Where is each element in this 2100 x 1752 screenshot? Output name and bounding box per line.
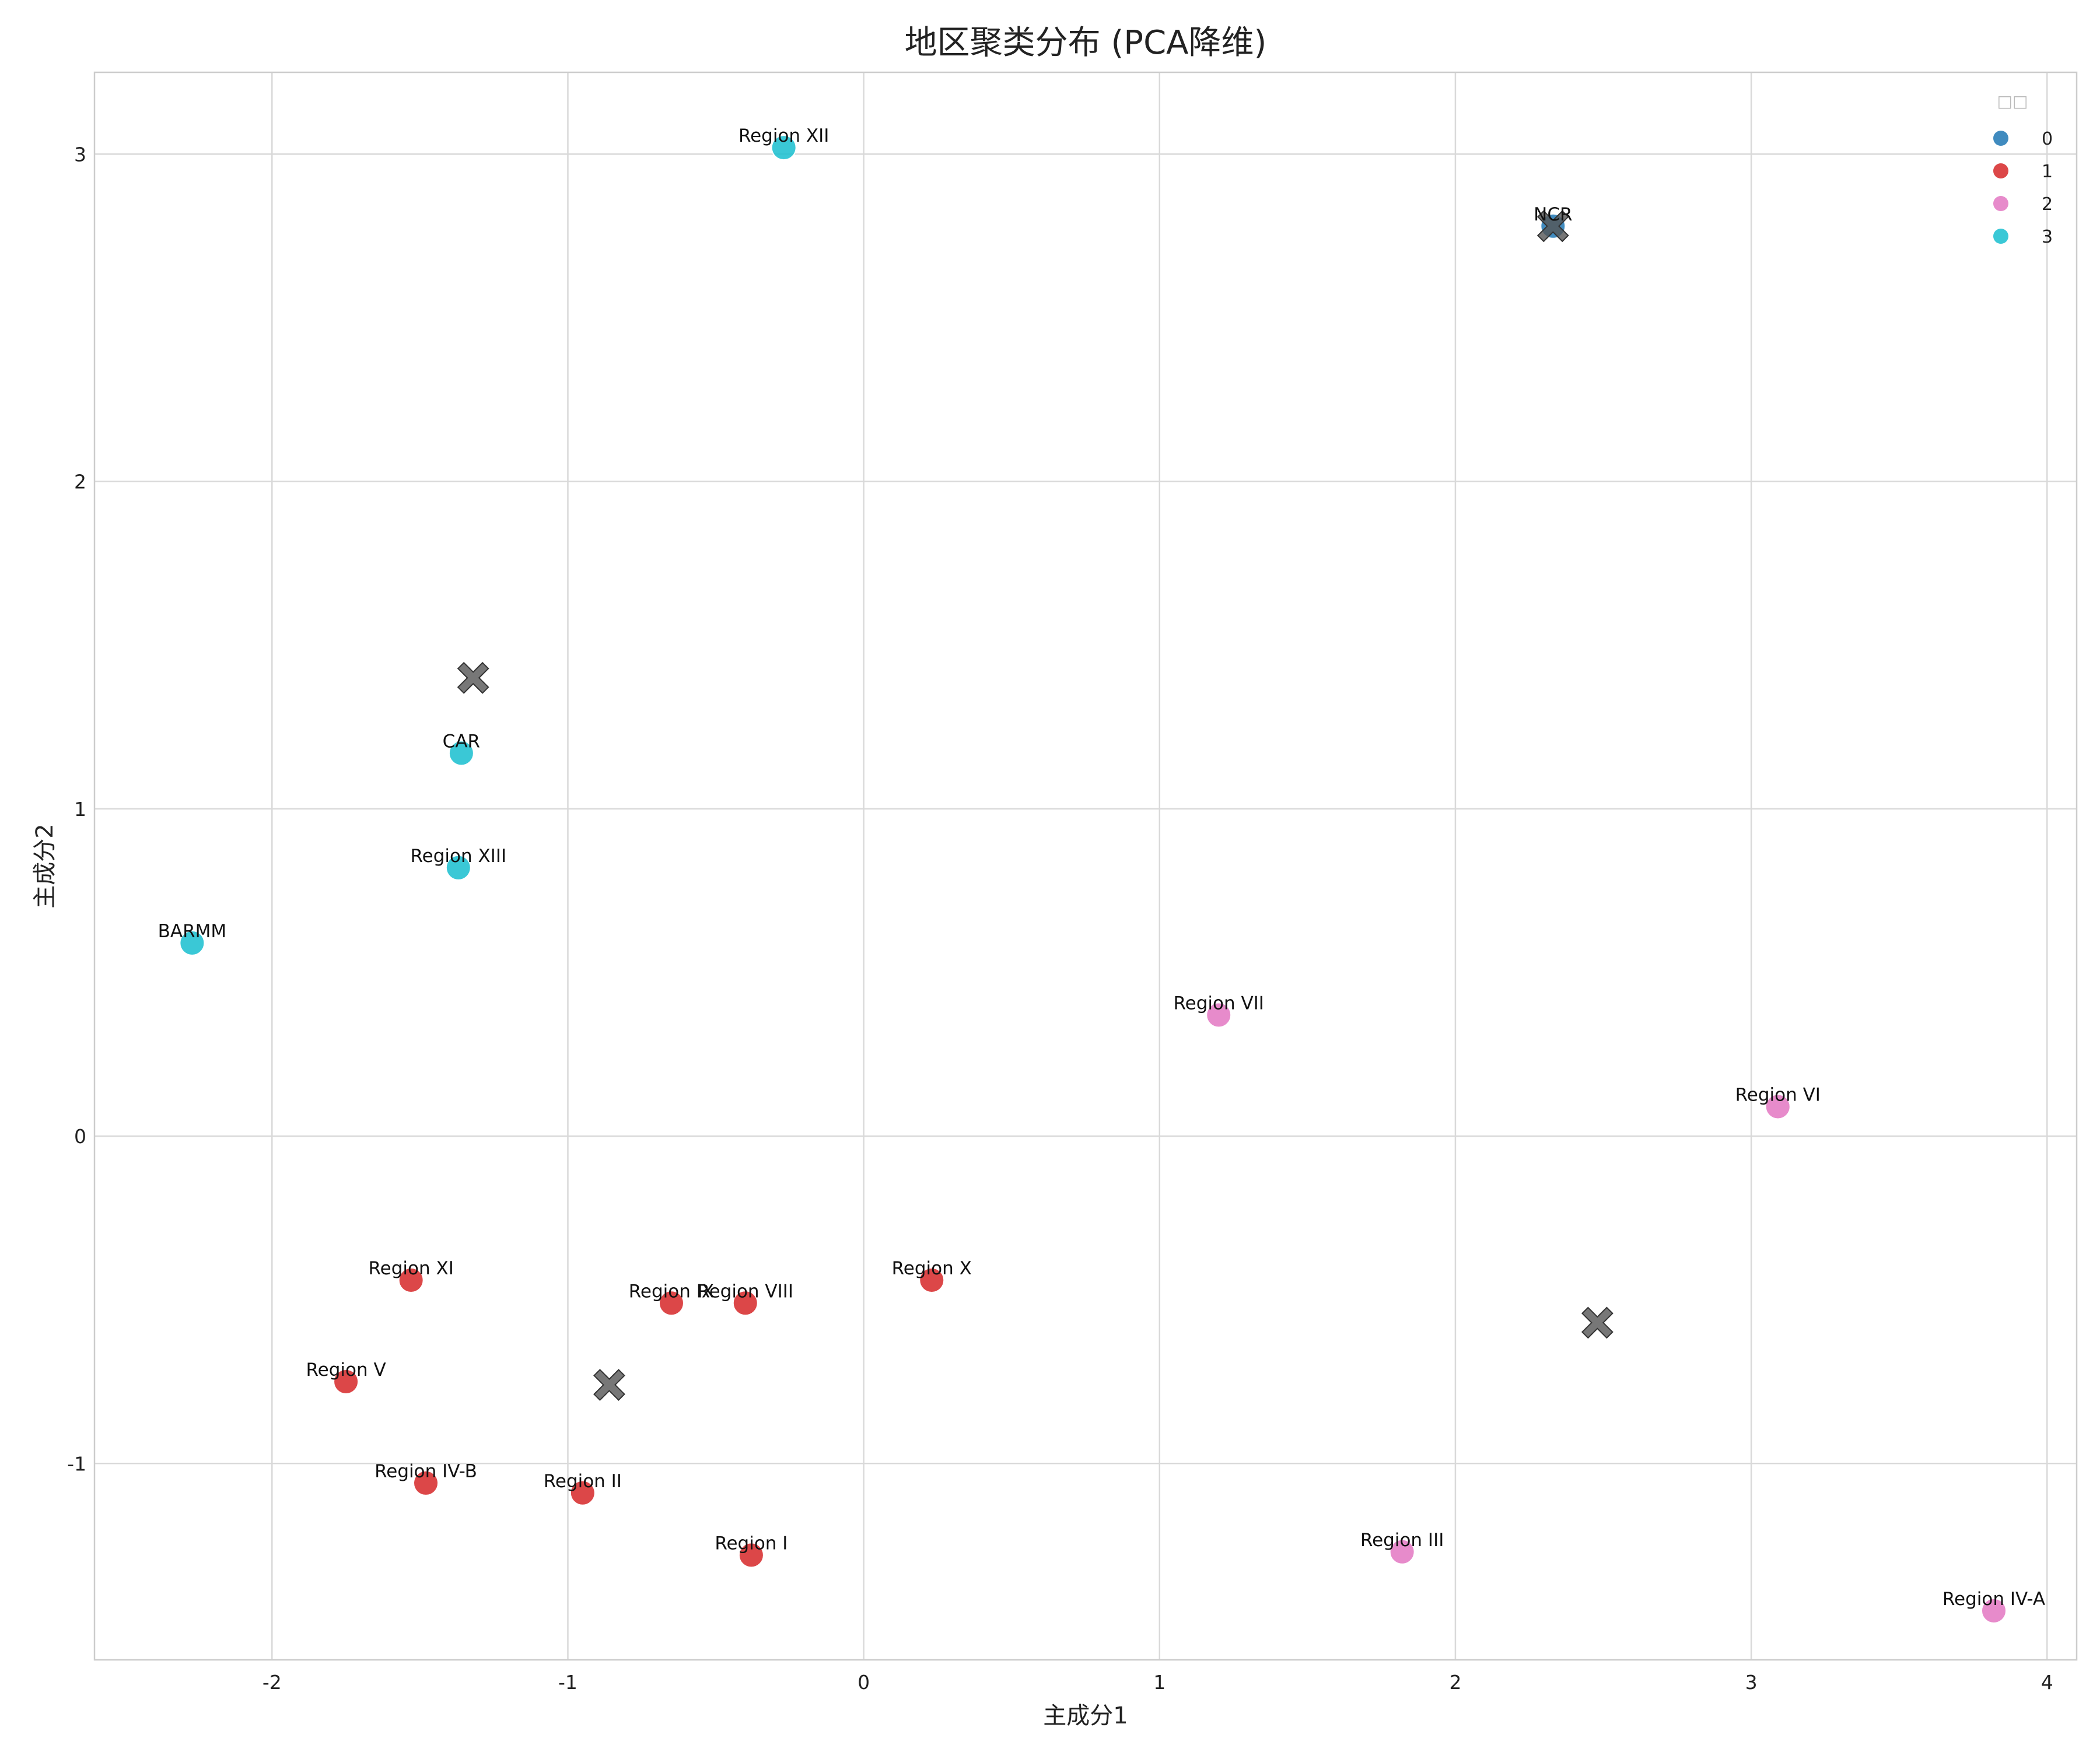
point-label: NCR bbox=[1534, 204, 1572, 225]
point-label: Region VI bbox=[1735, 1085, 1821, 1106]
legend-marker bbox=[1993, 229, 2008, 244]
data-point bbox=[179, 930, 205, 956]
data-point bbox=[398, 1267, 424, 1293]
legend-label: 0 bbox=[2042, 129, 2053, 149]
y-tick-label: 0 bbox=[74, 1125, 86, 1148]
legend-marker bbox=[1993, 131, 2008, 146]
cluster-centroids bbox=[457, 210, 1614, 1401]
y-axis-label: 主成分2 bbox=[32, 824, 58, 908]
centroid-marker bbox=[457, 661, 489, 694]
legend-label: 1 bbox=[2042, 162, 2053, 182]
data-point bbox=[732, 1290, 758, 1316]
point-label: Region VII bbox=[1173, 993, 1264, 1014]
grid-lines bbox=[94, 72, 2077, 1660]
centroid-marker bbox=[593, 1369, 625, 1401]
x-tick-label: -2 bbox=[262, 1671, 282, 1694]
point-label: Region IX bbox=[629, 1281, 714, 1302]
data-point bbox=[1765, 1094, 1791, 1120]
point-label: Region VIII bbox=[697, 1281, 793, 1302]
data-point bbox=[413, 1470, 439, 1496]
data-point bbox=[1206, 1002, 1232, 1028]
legend: □□ 0 1 2 3 bbox=[1993, 92, 2053, 247]
point-label: Region X bbox=[892, 1258, 972, 1279]
y-tick-label: 1 bbox=[74, 798, 86, 821]
data-point bbox=[658, 1290, 684, 1316]
point-label: Region XI bbox=[368, 1258, 453, 1279]
point-label: Region II bbox=[544, 1471, 622, 1492]
x-tick-label: 3 bbox=[1745, 1671, 1758, 1694]
centroid-marker bbox=[1581, 1306, 1614, 1339]
x-axis-label: 主成分1 bbox=[1043, 1702, 1128, 1729]
y-tick-label: 3 bbox=[74, 143, 86, 166]
data-point bbox=[1389, 1539, 1415, 1565]
centroid-marker bbox=[1536, 210, 1569, 243]
point-label: CAR bbox=[443, 731, 480, 752]
point-label: Region IV-A bbox=[1943, 1589, 2045, 1610]
legend-title: □□ bbox=[1997, 92, 2028, 111]
x-tick-label: 4 bbox=[2041, 1671, 2053, 1694]
point-label: Region I bbox=[715, 1533, 788, 1554]
point-label: Region V bbox=[306, 1359, 386, 1380]
data-point bbox=[771, 135, 797, 161]
data-point bbox=[448, 740, 474, 766]
tick-labels: -2 -1 0 1 2 3 4 -1 0 1 2 3 bbox=[67, 143, 2053, 1694]
x-tick-label: -1 bbox=[558, 1671, 578, 1694]
x-tick-label: 2 bbox=[1449, 1671, 1461, 1694]
y-tick-label: 2 bbox=[74, 471, 86, 493]
plot-frame bbox=[93, 71, 2078, 1661]
legend-marker bbox=[1993, 163, 2008, 178]
point-label: Region XIII bbox=[410, 846, 506, 867]
data-point bbox=[738, 1542, 764, 1568]
y-tick-label: -1 bbox=[67, 1452, 86, 1475]
point-label: Region IV-B bbox=[374, 1461, 477, 1482]
x-tick-label: 1 bbox=[1153, 1671, 1166, 1694]
point-label: BARMM bbox=[158, 921, 227, 942]
legend-label: 3 bbox=[2042, 227, 2053, 247]
data-point bbox=[919, 1267, 945, 1293]
x-tick-label: 0 bbox=[858, 1671, 870, 1694]
chart-title: 地区聚类分布 (PCA降维) bbox=[905, 24, 1267, 62]
data-point bbox=[445, 854, 471, 881]
point-label: Region III bbox=[1360, 1530, 1444, 1551]
data-point bbox=[1980, 1597, 2007, 1624]
legend-label: 2 bbox=[2042, 194, 2053, 215]
data-point bbox=[569, 1480, 596, 1506]
legend-marker bbox=[1993, 196, 2008, 211]
data-point bbox=[333, 1368, 359, 1394]
point-label: Region XII bbox=[738, 125, 830, 146]
